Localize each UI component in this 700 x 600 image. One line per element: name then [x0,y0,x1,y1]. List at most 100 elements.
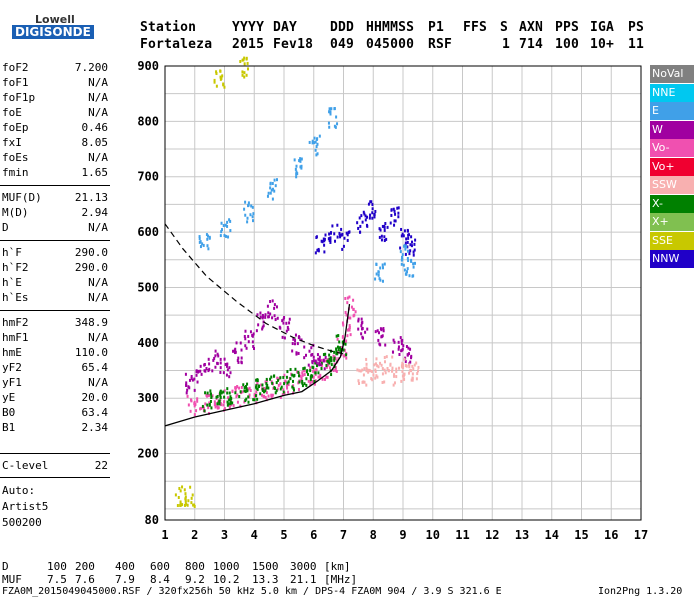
echo-point-x [297,370,300,374]
header-value-5: RSF [428,37,453,52]
echo-point-e [270,188,273,192]
echo-point-vo [229,403,232,407]
echo-point-w [392,338,395,342]
echo-point-x [269,377,272,381]
echo-point-ssw [387,369,390,373]
echo-point-x [256,397,259,401]
y-tick-label: 700 [137,170,159,184]
echo-point-ssw [381,367,384,371]
plot-frame [164,65,642,521]
echo-point-x [301,379,304,383]
echo-point-e [225,234,228,238]
echo-point-e [410,258,413,262]
echo-point-vo [253,395,256,399]
echo-point-e [271,182,274,186]
echo-point-x [333,358,336,362]
header-value-2: Fev18 [273,37,314,52]
echo-point-w [409,360,412,364]
echo-point-ssw [365,357,368,361]
echo-point-x [328,357,331,361]
param-row-foe: foE N/A [2,105,108,120]
param-name: foEp [2,121,29,134]
echo-point-x [209,399,212,403]
echo-point-w [249,330,252,334]
echo-point-ssw [393,373,396,377]
echo-point-e [267,191,270,195]
echo-point-vo [195,409,198,413]
distance-value: 800 [185,560,205,573]
echo-point-w [319,359,322,363]
echo-point-w [377,338,380,342]
header-label-6: FFS [463,20,488,35]
echo-point-nnw [342,244,345,248]
echo-point-vo [193,402,196,406]
echo-point-vo [204,402,207,406]
echo-point-ssw [402,366,405,370]
echo-point-ssw [363,367,366,371]
echo-point-w [219,357,222,361]
echo-point-nnw [374,209,377,213]
echo-point-ssw [358,381,361,385]
echo-point-w [228,366,231,370]
echo-point-vo [342,354,345,358]
echo-point-nnw [384,222,387,226]
echo-point-ssw [380,363,383,367]
echo-point-ssw [358,369,361,373]
echo-point-x [208,402,211,406]
echo-point-vo [327,363,330,367]
muf-value: [MHz] [324,573,358,586]
echo-point-nnw [397,215,400,219]
echo-point-vo [344,310,347,314]
echo-point-x [305,383,308,387]
muf-value: 21.1 [290,573,317,586]
echo-point-w [374,330,377,334]
echo-point-e [229,219,232,223]
echo-point-x [256,387,259,391]
echo-point-w [235,341,238,345]
auto-program: Artist5 [2,500,49,513]
echo-point-e [318,134,321,138]
echo-point-vo [337,357,340,361]
echo-point-w [397,347,400,351]
echo-point-e [408,274,411,278]
param-row-fmin: fmin 1.65 [2,165,108,180]
echo-point-x [258,385,261,389]
echo-point-ssw [400,364,403,368]
echo-point-vo [346,334,349,338]
param-divider [0,310,110,311]
param-name: h`F2 [2,261,29,274]
echo-point-nnw [393,209,396,213]
echo-point-w [407,352,410,356]
echo-point-ssw [375,357,378,361]
echo-point-x [259,392,262,396]
echo-point-ssw [391,355,394,359]
echo-point-nnw [396,206,399,210]
echo-point-w [357,327,360,331]
distance-value: [km] [324,560,351,573]
distance-value: 600 [150,560,170,573]
echo-point-x [291,385,294,389]
echo-point-nnw [385,237,388,241]
echo-point-e [295,175,298,179]
echo-point-e [334,125,337,129]
echo-point-ssw [365,362,368,366]
echo-point-e [406,249,409,253]
muf-value: 7.5 [47,573,67,586]
x-tick-label: 12 [485,528,499,542]
echo-point-x [324,352,327,356]
echo-point-nnw [410,240,413,244]
echo-point-sse [219,69,222,73]
param-value: 110.0 [74,346,108,359]
echo-point-w [397,340,400,344]
echo-point-sse [174,493,177,497]
echo-point-sse [179,502,182,506]
echo-point-vo [340,346,343,350]
echo-point-x [336,352,339,356]
echo-point-sse [239,60,242,64]
echo-point-w [305,353,308,357]
echo-point-w [236,359,239,363]
echo-point-vo [290,372,293,376]
echo-point-nnw [345,231,348,235]
echo-point-vo [284,379,287,383]
echo-point-vo [314,379,317,383]
